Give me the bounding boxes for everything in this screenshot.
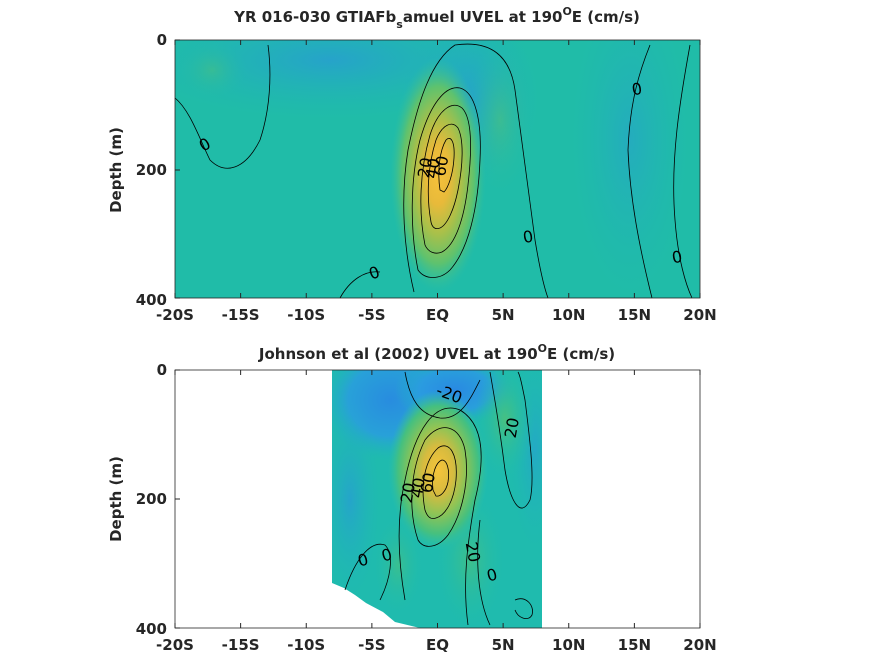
xtick-label: 15N	[618, 306, 651, 324]
xtick-label: -20S	[156, 636, 194, 654]
chart-title-bottom: Johnson et al (2002) UVEL at 190OE (cm/s…	[258, 342, 615, 363]
xtick-label: 5N	[492, 636, 515, 654]
y-axis-label: Depth (m)	[107, 456, 125, 542]
svg-text:0: 0	[670, 247, 683, 267]
svg-text:0: 0	[630, 79, 643, 99]
contours-bottom	[344, 371, 533, 626]
svg-text:40: 40	[422, 157, 444, 180]
xtick-label: 10N	[552, 306, 585, 324]
svg-text:60: 60	[430, 154, 452, 177]
svg-text:40: 40	[407, 476, 429, 499]
xtick-label: EQ	[426, 636, 449, 654]
y-axis-top: 0 200 400 Depth (m)	[107, 31, 180, 309]
svg-text:0: 0	[485, 565, 500, 586]
xtick-label: -10S	[287, 636, 325, 654]
xtick-label: 10N	[552, 636, 585, 654]
x-axis-top: -20S -15S -10S -5S EQ 5N 10N 15N 20N	[156, 40, 717, 324]
heatmap-field-top	[175, 40, 700, 298]
ytick-label: 400	[136, 291, 167, 309]
svg-text:20: 20	[462, 540, 484, 563]
chart-title-top: YR 016-030 GTIAFbsamuel UVEL at 190OE (c…	[233, 5, 640, 31]
xtick-label: -15S	[222, 636, 260, 654]
contours-top	[174, 43, 693, 299]
svg-text:20: 20	[414, 156, 436, 179]
panel-top: YR 016-030 GTIAFbsamuel UVEL at 190OE (c…	[107, 5, 717, 324]
xtick-label: 20N	[683, 306, 716, 324]
xtick-label: 20N	[683, 636, 716, 654]
xtick-label: -20S	[156, 306, 194, 324]
xtick-label: -10S	[287, 306, 325, 324]
ytick-label: 0	[157, 31, 167, 49]
panel-bottom: Johnson et al (2002) UVEL at 190OE (cm/s…	[107, 342, 717, 654]
xtick-label: 5N	[492, 306, 515, 324]
xtick-label: -5S	[358, 636, 385, 654]
xtick-label: -5S	[358, 306, 385, 324]
x-axis-bottom: -20S -15S -10S -5S EQ 5N 10N 15N 20N	[156, 370, 717, 654]
svg-text:0: 0	[356, 550, 371, 571]
ytick-label: 400	[136, 620, 167, 638]
svg-text:20: 20	[397, 481, 419, 504]
ytick-label: 200	[136, 161, 167, 179]
ytick-label: 0	[157, 361, 167, 379]
svg-text:0: 0	[379, 545, 394, 566]
svg-text:0: 0	[521, 227, 534, 247]
xtick-label: -15S	[222, 306, 260, 324]
xtick-label: 15N	[618, 636, 651, 654]
contour-labels-bottom: -20 20 20 40 60 0 0 20 0	[356, 381, 523, 586]
y-axis-label: Depth (m)	[107, 127, 125, 213]
y-axis-bottom: 0 200 400 Depth (m)	[107, 361, 180, 638]
xtick-label: EQ	[426, 306, 449, 324]
svg-text:60: 60	[417, 471, 439, 494]
heatmap-field-bottom	[332, 370, 542, 628]
svg-text:20: 20	[501, 416, 523, 439]
ytick-label: 200	[136, 490, 167, 508]
